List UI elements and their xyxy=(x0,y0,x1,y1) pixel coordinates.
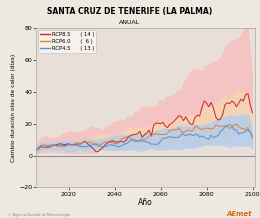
Text: AEmet: AEmet xyxy=(227,211,252,217)
Text: SANTA CRUZ DE TENERIFE (LA PALMA): SANTA CRUZ DE TENERIFE (LA PALMA) xyxy=(47,7,213,15)
Y-axis label: Cambio duración olas de calor (días): Cambio duración olas de calor (días) xyxy=(11,54,16,162)
Text: ANUAL: ANUAL xyxy=(119,20,141,25)
X-axis label: Año: Año xyxy=(138,198,153,207)
Text: © Agencia Estatal de Meteorología: © Agencia Estatal de Meteorología xyxy=(8,213,70,217)
Legend: RCP8.5      ( 14 ), RCP6.0      (  6 ), RCP4.5      ( 13 ): RCP8.5 ( 14 ), RCP6.0 ( 6 ), RCP4.5 ( 13… xyxy=(38,30,96,53)
